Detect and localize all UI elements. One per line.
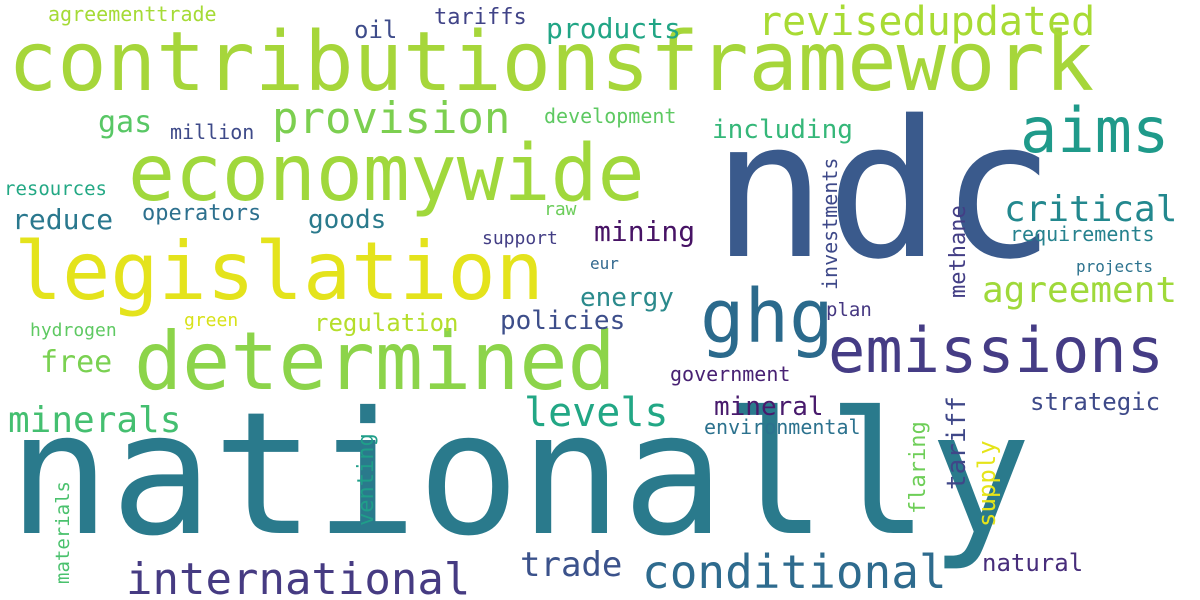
word-natural: natural <box>982 551 1083 575</box>
word-support: support <box>482 230 558 248</box>
word-trade: trade <box>520 548 622 582</box>
word-reduce: reduce <box>12 206 113 234</box>
word-development: development <box>544 106 676 126</box>
word-methane: methane <box>948 205 970 298</box>
word-aims: aims <box>1020 100 1169 162</box>
word-plan: plan <box>826 301 872 320</box>
word-tariffs: tariffs <box>434 7 527 29</box>
word-eur: eur <box>590 256 619 272</box>
word-agreementtrade: agreementtrade <box>48 4 217 24</box>
word-raw: raw <box>544 201 577 219</box>
word-supply: supply <box>975 440 999 527</box>
word-venting: venting <box>356 433 378 526</box>
word-ghg: ghg <box>700 280 834 354</box>
word-oil: oil <box>354 18 397 42</box>
word-green: green <box>184 312 238 330</box>
word-revisedupdated: revisedupdated <box>758 2 1095 42</box>
word-mining: mining <box>594 218 695 246</box>
word-agreement: agreement <box>982 273 1177 309</box>
word-tariff: tariff <box>944 396 970 490</box>
word-provision: provision <box>272 97 510 141</box>
word-flaring: flaring <box>908 421 930 514</box>
word-strategic: strategic <box>1030 390 1160 414</box>
word-including: including <box>712 117 853 143</box>
word-international: international <box>126 558 470 600</box>
word-materials: materials <box>54 481 73 584</box>
word-resources: resources <box>4 180 107 199</box>
word-regulation: regulation <box>314 311 459 335</box>
word-conditional: conditional <box>642 549 947 595</box>
word-government: government <box>670 364 790 384</box>
word-goods: goods <box>308 207 386 233</box>
word-products: products <box>546 15 681 43</box>
word-investments: investments <box>820 158 840 290</box>
word-policies: policies <box>500 308 625 334</box>
word-emissions: emissions <box>828 320 1164 382</box>
word-free: free <box>40 348 112 378</box>
word-operators: operators <box>142 203 261 225</box>
word-projects: projects <box>1076 259 1153 275</box>
word-million: million <box>170 122 254 142</box>
word-levels: levels <box>524 393 669 433</box>
word-legislation: legislation <box>14 232 544 312</box>
word-hydrogen: hydrogen <box>30 322 117 340</box>
word-minerals: minerals <box>8 403 181 439</box>
word-environmental: environmental <box>704 417 861 437</box>
word-gas: gas <box>98 108 152 138</box>
word-requirements: requirements <box>1010 224 1155 244</box>
